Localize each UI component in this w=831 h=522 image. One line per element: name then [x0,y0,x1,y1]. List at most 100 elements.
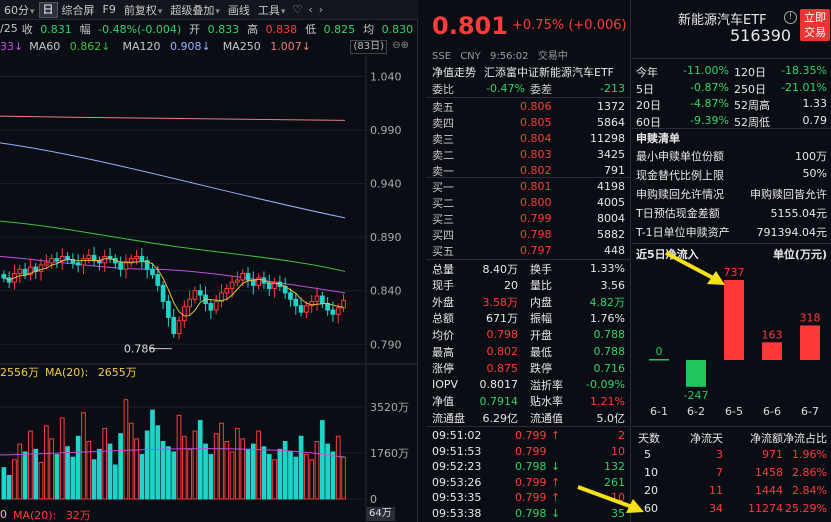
flow-pct: 1.96% [792,448,827,461]
inflow-bar [800,325,820,360]
volume-bar [240,438,246,500]
market-meta: SSE CNY 9:56:02 交易中 [432,47,574,62]
trade-now-button[interactable]: 立即 交易 [800,9,830,41]
volume-bar [197,420,203,500]
ma120-label: MA120 [122,39,161,53]
inflow-category-label: 6-7 [801,405,819,418]
candle-body [219,292,224,302]
toolbar-item-adjust[interactable]: 前复权 [120,2,167,18]
date-label: /25 [0,22,18,35]
chevron-left-icon[interactable]: ‹ [308,3,313,16]
kline-panel[interactable]: 60分 日 综合屏 F9 前复权 超级叠加 画线 工具 ♡ ‹ › /25 收 … [0,0,418,522]
nav-trend-row[interactable]: 净值走势 汇添富中证新能源汽车ETF [426,63,631,80]
high-value: 0.838 [265,22,298,36]
toolbar-item-f9[interactable]: F9 [102,3,116,16]
chevron-right-icon[interactable]: › [318,3,324,16]
candle-body [256,277,261,286]
inflow-category-label: 6-6 [763,405,781,418]
weicha-value: -213 [600,82,625,95]
volume-bar [256,430,261,500]
volume-bar [6,474,12,500]
ask-volume: 5864 [597,116,625,129]
candle-body [28,266,33,276]
bid-row[interactable]: 买四 0.798 5882 [426,226,631,243]
stat-label: 跌停 [530,362,552,376]
tick-price: 0.799 [515,491,547,505]
inflow-bar [724,280,744,360]
volume-bar [22,451,28,500]
candle-body [341,299,346,309]
ma-legend: 33↓ MA60 0.862↓ MA120 0.908↓ MA250 1.007… [0,38,418,54]
bid-row[interactable]: 买一 0.801 4198 [426,178,631,195]
chart-zoom-icons[interactable]: ⊖⊕ [392,40,409,51]
candle-body [272,281,277,290]
toolbar-item-overlay[interactable]: 超级叠加 [166,2,224,18]
bid-row[interactable]: 买二 0.800 4005 [426,194,631,211]
tick-volume: 10 [611,444,625,458]
ask-row[interactable]: 卖五 0.806 1372 [426,98,631,115]
candle-body [166,300,171,319]
ma60-line [0,220,346,272]
subscription-label: 现金替代比例上限 [636,169,724,182]
bid-label: 买五 [432,244,454,258]
tick-row[interactable]: 09:51:53 0.799 10 [426,443,631,460]
toolbar-item-tools[interactable]: 工具 [254,2,290,18]
stat-label: 总额 [432,312,454,326]
price-axis-label: 0.940 [370,178,402,191]
tick-row[interactable]: 09:51:02 0.799 ↑ 2 [426,427,631,444]
price-axis-label: 0.990 [370,124,402,137]
candle-body [150,268,155,276]
ask-row[interactable]: 卖四 0.805 5864 [426,114,631,131]
bottom-indicator-value: 0 [0,508,7,521]
tick-row[interactable]: 09:53:26 0.799 ↑ 261 [426,474,631,491]
price-axis-label: 1.040 [370,70,402,83]
stats-row: 总额 671万 振幅 1.76% [426,310,631,327]
chart-toolbar: 60分 日 综合屏 F9 前复权 超级叠加 画线 工具 ♡ ‹ › [0,0,418,20]
performance-value: -4.87% [690,97,729,110]
tick-row[interactable]: 09:53:38 0.798 ↓ 35 [426,505,631,522]
flow-unit: 单位(万元) [772,248,827,261]
ask-price: 0.802 [520,164,552,177]
ma120-value: 0.908↓ [169,39,211,53]
kline-chart[interactable]: 1.040 0.990 0.940 0.890 0.840 0.790 0.786 3520万… [0,55,418,507]
tick-direction-icon: ↑ [551,491,561,505]
period-select[interactable]: 60分 [0,2,39,18]
volume-bar [187,448,192,500]
subscription-value: 100万 [795,150,827,163]
trade-button-line2: 交易 [804,26,826,39]
volume-bar [288,451,293,500]
toolbar-item-overview[interactable]: 综合屏 [61,3,95,17]
bid-row[interactable]: 买三 0.799 8004 [426,210,631,227]
tick-row[interactable]: 09:53:35 0.799 ↑ 10 [426,489,631,506]
day-button[interactable]: 日 [38,1,58,18]
tick-volume: 261 [604,475,625,489]
ask-volume: 791 [604,164,625,177]
candle-body [240,273,246,281]
ask-row[interactable]: 卖一 0.802 791 [426,162,631,179]
candle-body [1,274,7,279]
avg-label: 均 [363,22,375,36]
ask-row[interactable]: 卖二 0.803 3425 [426,146,631,163]
ask-row[interactable]: 卖三 0.804 11298 [426,130,631,147]
fund-panel: 新能源汽车ETF 516390 ! 立即 交易 今年 -11.00% 120日 -18… [632,0,831,522]
ma250-value: 1.007↓ [270,39,311,53]
performance-row: 今年 -11.00% 120日 -18.35% [632,62,831,79]
bid-price: 0.800 [520,196,552,209]
days-tag[interactable]: (83日) [350,40,387,54]
tick-row[interactable]: 09:52:23 0.798 ↓ 132 [426,458,631,475]
performance-label: 60日 [636,115,661,129]
volume-bar [54,454,60,500]
candle-body [309,300,315,307]
stat-value: -0.09% [586,378,625,392]
stat-label: 量比 [530,279,552,293]
bid-row[interactable]: 买五 0.797 448 [426,242,631,259]
open-value: 0.833 [207,22,240,36]
info-icon[interactable]: ! [784,11,797,24]
toolbar-item-draw[interactable]: 画线 [227,3,250,17]
candle-body [293,298,299,307]
heart-icon[interactable]: ♡ [292,3,303,16]
volume-bar [91,459,97,500]
stat-label: 外盘 [432,295,454,309]
tick-direction-icon: ↓ [551,460,561,474]
tick-volume: 132 [604,460,625,474]
